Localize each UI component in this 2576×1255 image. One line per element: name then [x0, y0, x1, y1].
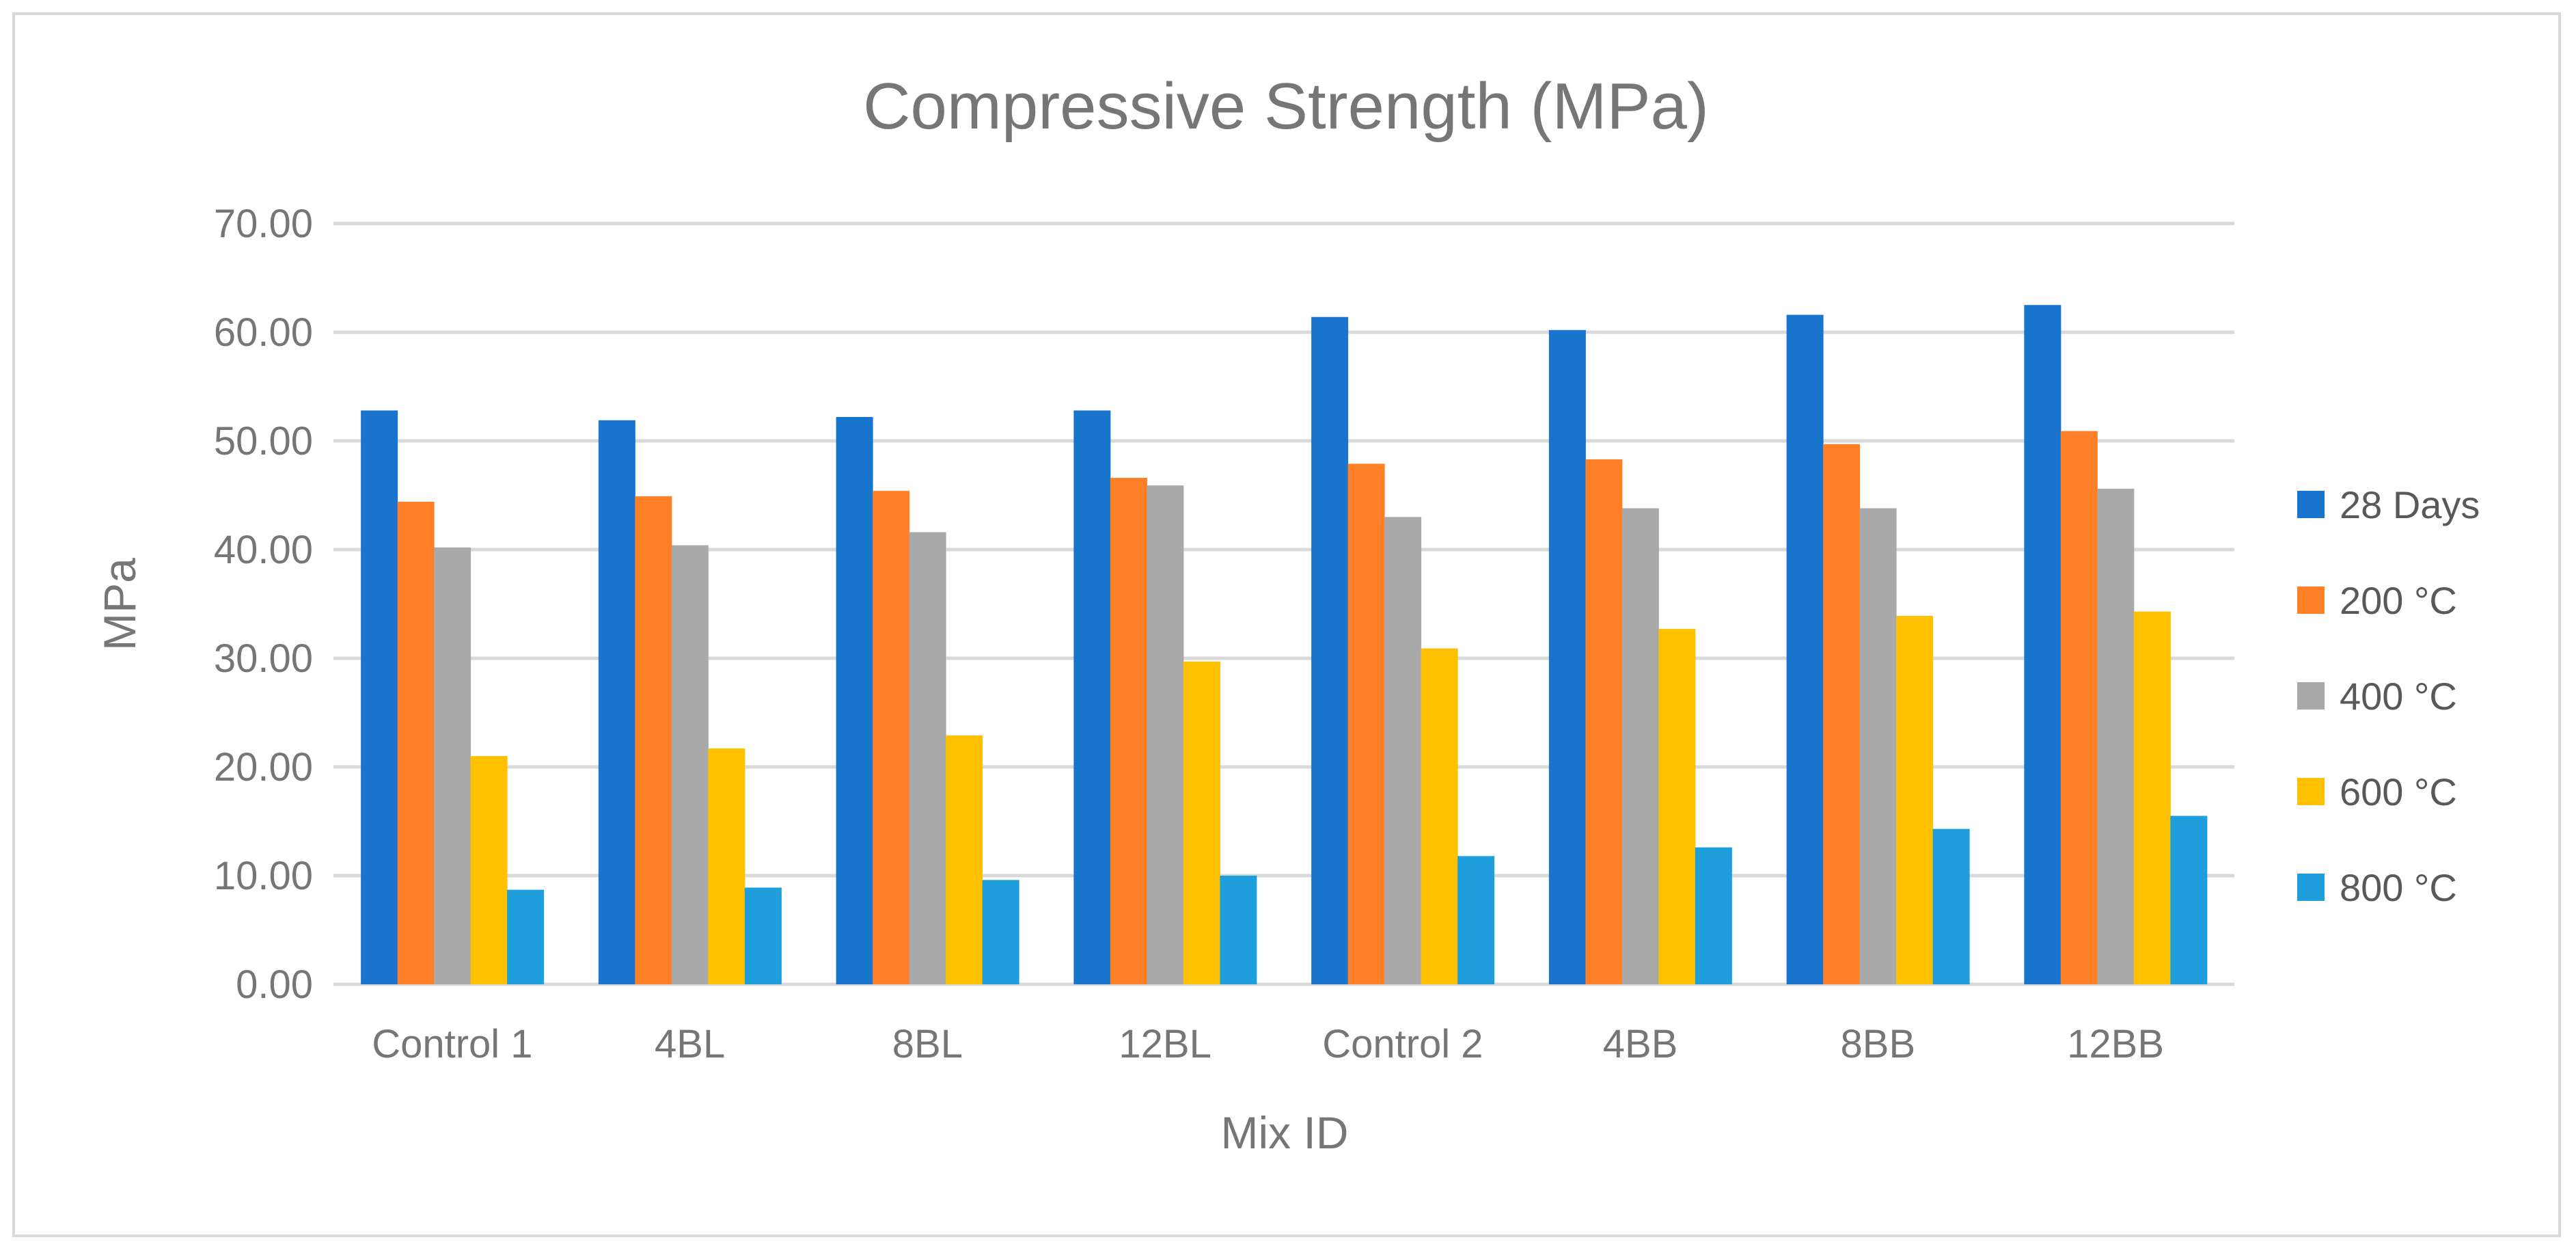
y-tick-label: 20.00 — [214, 745, 313, 790]
bar — [507, 889, 545, 984]
bar — [1823, 444, 1861, 984]
bar — [1421, 648, 1458, 984]
x-axis-title: Mix ID — [1221, 1107, 1349, 1158]
legend-item: 400 °C — [2297, 675, 2457, 718]
bar — [598, 420, 635, 984]
y-axis-title: MPa — [94, 558, 145, 651]
chart-title: Compressive Strength (MPa) — [863, 70, 1709, 143]
legend-item: 600 °C — [2297, 770, 2457, 813]
bar — [1695, 847, 1732, 984]
legend-item: 200 °C — [2297, 579, 2457, 622]
legend-label: 800 °C — [2340, 866, 2457, 909]
legend-item: 800 °C — [2297, 866, 2457, 909]
bar — [434, 547, 471, 984]
y-tick-label: 40.00 — [214, 528, 313, 572]
bar — [1786, 314, 1824, 984]
bar — [671, 545, 709, 984]
bar — [1859, 508, 1897, 984]
legend-item: 28 Days — [2297, 483, 2480, 526]
x-tick-label: 8BB — [1841, 1022, 1916, 1066]
y-tick-label: 60.00 — [214, 310, 313, 355]
legend-label: 600 °C — [2340, 770, 2457, 813]
bar — [1183, 661, 1220, 984]
y-tick-label: 70.00 — [214, 202, 313, 246]
legend: 28 Days 200 °C 400 °C 600 °C 800 °C — [2297, 483, 2480, 909]
bar — [470, 756, 508, 984]
bar — [2170, 815, 2208, 984]
x-tick-label: Control 2 — [1322, 1022, 1483, 1066]
bar — [836, 417, 873, 984]
bar — [397, 502, 435, 984]
bar — [982, 880, 1019, 984]
x-tick-label: 12BL — [1119, 1022, 1211, 1066]
bar — [1073, 410, 1111, 984]
bar — [1457, 856, 1495, 984]
x-tick-label: 4BL — [655, 1022, 725, 1066]
bar — [1621, 508, 1659, 984]
bar — [946, 735, 983, 984]
bars — [361, 305, 2208, 984]
legend-swatch — [2297, 682, 2325, 710]
x-tick-label: 12BB — [2067, 1022, 2164, 1066]
y-tick-label: 50.00 — [214, 419, 313, 463]
bar — [1585, 459, 1623, 984]
y-tick-label: 30.00 — [214, 636, 313, 681]
bar — [1548, 329, 1586, 984]
bar — [873, 491, 910, 984]
bar — [708, 748, 745, 984]
bar — [1110, 478, 1147, 984]
bar — [2060, 431, 2098, 984]
bar — [1220, 876, 1257, 984]
bar — [1384, 517, 1422, 984]
y-tick-label: 10.00 — [214, 854, 313, 898]
x-tick-labels: Control 1 4BL 8BL 12BL Control 2 4BB 8BB 12BB — [372, 1022, 2164, 1066]
legend-swatch — [2297, 874, 2325, 901]
legend-label: 200 °C — [2340, 579, 2457, 622]
legend-swatch — [2297, 491, 2325, 518]
bar — [361, 410, 398, 984]
x-tick-label: Control 1 — [372, 1022, 532, 1066]
bar — [1932, 828, 1970, 984]
bar — [2133, 611, 2171, 984]
y-tick-label: 0.00 — [236, 962, 313, 1007]
legend-label: 400 °C — [2340, 675, 2457, 718]
legend-label: 28 Days — [2340, 483, 2480, 526]
bar — [1311, 316, 1349, 984]
y-tick-labels: 0.00 10.00 20.00 30.00 40.00 50.00 60.00 70.00 — [214, 202, 313, 1007]
bar — [1147, 485, 1184, 984]
bar — [744, 887, 782, 984]
bar — [2097, 488, 2135, 984]
x-tick-label: 4BB — [1603, 1022, 1678, 1066]
x-tick-label: 8BL — [892, 1022, 963, 1066]
legend-swatch — [2297, 778, 2325, 805]
bar — [635, 496, 672, 984]
bar — [1658, 629, 1696, 984]
bar — [909, 532, 946, 984]
bar — [2024, 305, 2061, 984]
bar — [1896, 615, 1934, 984]
bar — [1347, 463, 1385, 984]
legend-swatch — [2297, 586, 2325, 614]
